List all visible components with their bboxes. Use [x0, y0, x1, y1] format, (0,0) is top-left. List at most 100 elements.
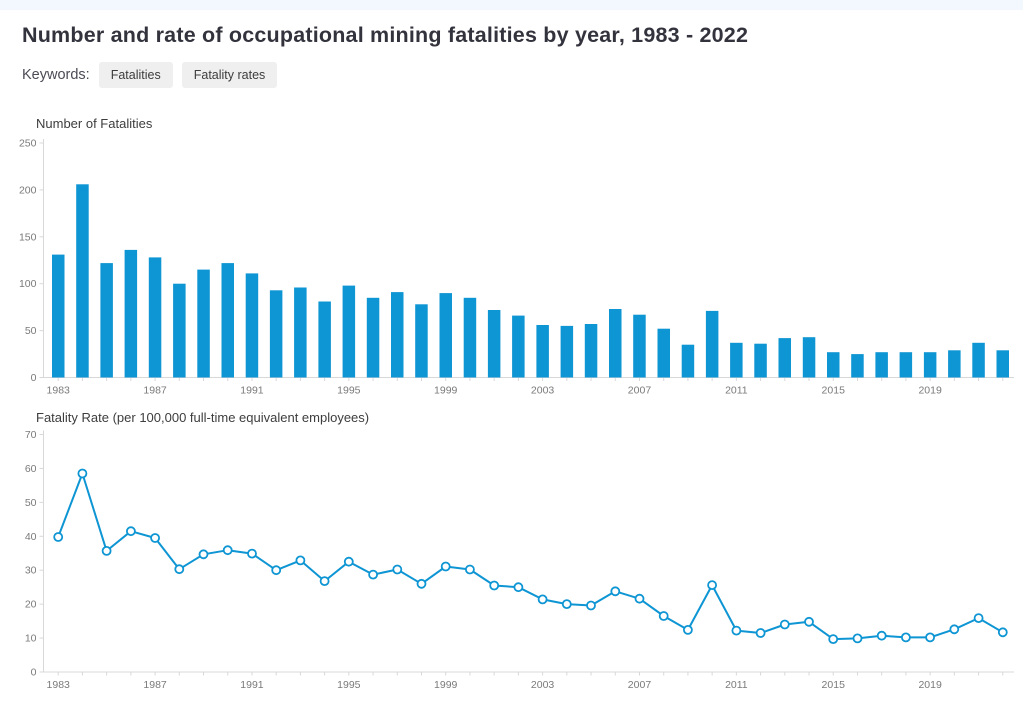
fatalities-bar-2007[interactable] — [633, 314, 646, 378]
fatality-rate-point-2022[interactable] — [997, 627, 1008, 638]
fatality-rate-point-2016[interactable] — [852, 633, 863, 644]
y-tick-label: 0 — [31, 372, 37, 384]
fatalities-bar-2002[interactable] — [512, 315, 525, 378]
fatality-rate-point-2013[interactable] — [779, 619, 790, 630]
fatalities-bar-1992[interactable] — [269, 290, 283, 378]
fatality-rate-point-2021[interactable] — [973, 613, 984, 624]
fatality-rate-point-2000[interactable] — [464, 564, 475, 575]
fatality-rate-point-2003[interactable] — [537, 594, 548, 605]
page-title: Number and rate of occupational mining f… — [22, 23, 749, 47]
x-tick-label: 2007 — [628, 679, 652, 691]
fatalities-bar-1986[interactable] — [124, 249, 138, 378]
fatalities-bar-1994[interactable] — [318, 301, 331, 378]
fatality-rate-point-1989[interactable] — [198, 549, 209, 560]
fatalities-bar-2004[interactable] — [560, 325, 574, 378]
fatality-rate-point-1983[interactable] — [53, 532, 64, 542]
fatality-rate-point-1999[interactable] — [440, 561, 451, 572]
fatalities-bar-1999[interactable] — [439, 293, 453, 378]
y-tick-label: 150 — [19, 231, 37, 243]
fatality-rate-point-2001[interactable] — [489, 580, 500, 591]
fatalities-bar-1985[interactable] — [100, 263, 113, 378]
x-tick-label: 2015 — [822, 679, 846, 691]
fatality-rate-point-2020[interactable] — [949, 624, 960, 635]
fatalities-bar-2005[interactable] — [584, 324, 598, 378]
fatalities-bar-2003[interactable] — [536, 325, 549, 378]
bar-chart-title: Number of Fatalities — [36, 116, 153, 131]
fatality-rate-point-1995[interactable] — [343, 556, 354, 567]
fatalities-bar-1997[interactable] — [391, 292, 404, 378]
y-tick-label: 60 — [25, 463, 37, 475]
keywords-label: Keywords: — [22, 67, 90, 83]
fatalities-bar-2012[interactable] — [754, 343, 767, 378]
fatalities-bar-1987[interactable] — [148, 257, 162, 378]
fatalities-bar-2008[interactable] — [657, 328, 671, 378]
fatalities-bar-2013[interactable] — [778, 338, 792, 378]
fatality-rate-point-2005[interactable] — [586, 600, 596, 611]
fatality-rate-point-2015[interactable] — [828, 634, 839, 645]
fatalities-bar-2019[interactable] — [923, 352, 937, 378]
fatalities-bar-2021[interactable] — [972, 342, 985, 378]
y-tick-label: 20 — [25, 599, 37, 611]
fatality-rate-point-2011[interactable] — [731, 625, 742, 636]
x-tick-label: 1995 — [337, 679, 361, 691]
fatalities-bar-2010[interactable] — [705, 310, 719, 378]
x-tick-label: 1991 — [240, 679, 264, 691]
fatalities-bar-1983[interactable] — [52, 254, 65, 378]
x-tick-label: 1999 — [434, 385, 458, 397]
fatalities-bar-1990[interactable] — [221, 263, 235, 378]
fatality-rate-point-2010[interactable] — [707, 580, 717, 591]
fatalities-bar-2011[interactable] — [730, 342, 743, 378]
fatality-rate-point-1992[interactable] — [271, 565, 282, 576]
fatalities-bar-2022[interactable] — [996, 350, 1010, 378]
fatalities-bar-1989[interactable] — [197, 269, 210, 378]
y-tick-label: 30 — [25, 565, 37, 577]
keyword-tag-fatalities[interactable]: Fatalities — [98, 62, 173, 88]
fatalities-bar-2001[interactable] — [487, 310, 501, 378]
fatalities-bar-1991[interactable] — [245, 273, 259, 378]
line-chart-title: Fatality Rate (per 100,000 full-time equ… — [36, 410, 370, 425]
fatalities-bar-1988[interactable] — [173, 283, 186, 378]
fatality-rate-point-2006[interactable] — [610, 586, 621, 597]
fatalities-bar-2009[interactable] — [681, 344, 695, 378]
fatality-rate-point-1998[interactable] — [416, 578, 427, 589]
fatalities-bar-2016[interactable] — [851, 354, 864, 378]
fatality-rate-point-1988[interactable] — [174, 564, 185, 575]
fatalities-bar-1995[interactable] — [342, 285, 356, 378]
keyword-tag-fatality-rates[interactable]: Fatality rates — [181, 62, 278, 88]
y-tick-label: 70 — [25, 429, 37, 441]
fatality-rate-point-2007[interactable] — [634, 593, 645, 604]
fatality-rate-point-1996[interactable] — [368, 569, 379, 580]
fatalities-bar-1998[interactable] — [415, 304, 428, 378]
fatality-rate-point-2019[interactable] — [925, 632, 935, 643]
fatality-rate-point-2002[interactable] — [513, 582, 524, 593]
fatality-rate-point-1984[interactable] — [77, 468, 88, 479]
fatalities-bar-1993[interactable] — [294, 287, 307, 378]
fatality-rate-point-2009[interactable] — [683, 624, 693, 635]
fatality-rate-point-2008[interactable] — [658, 611, 669, 621]
x-tick-label: 1991 — [240, 385, 264, 397]
fatality-rate-point-1993[interactable] — [295, 555, 306, 566]
y-tick-label: 0 — [31, 667, 37, 679]
fatality-rate-point-2014[interactable] — [804, 616, 814, 627]
x-tick-label: 2019 — [918, 679, 942, 691]
fatality-rate-point-1986[interactable] — [125, 526, 136, 537]
fatalities-bar-2018[interactable] — [899, 352, 913, 378]
fatality-rate-point-2004[interactable] — [561, 599, 572, 610]
fatalities-bar-1996[interactable] — [366, 297, 380, 378]
fatality-rate-point-1985[interactable] — [101, 546, 112, 556]
fatality-rate-point-1991[interactable] — [247, 548, 257, 559]
fatalities-bar-2020[interactable] — [948, 350, 961, 378]
fatalities-bar-2006[interactable] — [609, 309, 622, 378]
fatality-rate-point-1994[interactable] — [319, 576, 330, 587]
fatality-rate-point-1990[interactable] — [222, 545, 233, 556]
fatalities-bar-2014[interactable] — [802, 337, 816, 378]
fatality-rate-point-1997[interactable] — [392, 564, 403, 575]
fatalities-bar-1984[interactable] — [76, 184, 89, 378]
fatality-rate-point-2012[interactable] — [755, 628, 766, 638]
fatality-rate-point-2018[interactable] — [901, 632, 911, 643]
fatalities-bar-2000[interactable] — [463, 297, 477, 378]
fatality-rate-point-1987[interactable] — [150, 533, 161, 543]
fatalities-bar-2015[interactable] — [827, 352, 840, 378]
fatalities-bar-2017[interactable] — [875, 352, 888, 378]
fatality-rate-point-2017[interactable] — [876, 630, 887, 641]
